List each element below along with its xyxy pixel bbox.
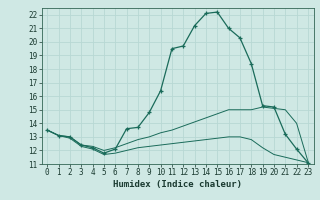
X-axis label: Humidex (Indice chaleur): Humidex (Indice chaleur)	[113, 180, 242, 189]
